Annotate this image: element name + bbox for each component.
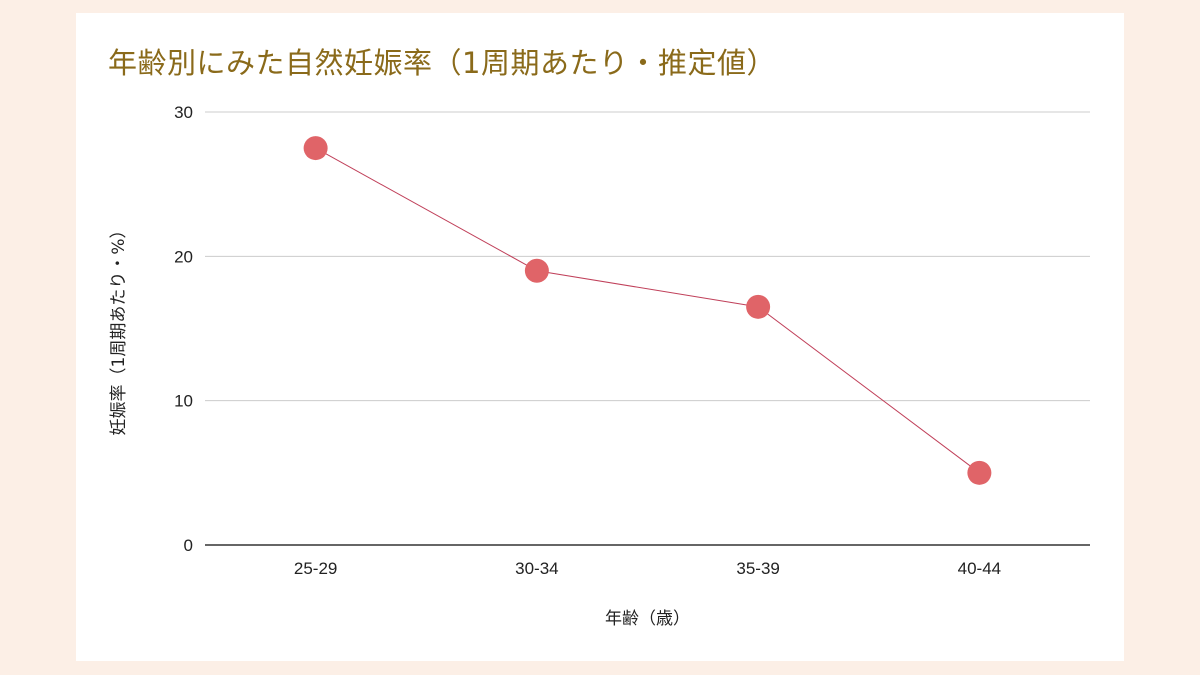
data-point: [524, 258, 549, 283]
x-tick-label: 25-29: [294, 559, 337, 578]
y-tick-label: 30: [174, 103, 193, 122]
y-tick-label: 10: [174, 392, 193, 411]
gridlines: [205, 111, 1090, 402]
data-points: [303, 136, 992, 485]
x-tick-labels: 25-29 30-34 35-39 40-44: [294, 559, 1001, 578]
series-polyline: [315, 147, 980, 474]
series-line: [315, 147, 980, 474]
data-point: [967, 460, 992, 485]
data-point: [303, 136, 328, 161]
chart-title: 年齢別にみた自然妊娠率（1周期あたり・推定値）: [108, 46, 776, 80]
x-tick-label: 30-34: [515, 559, 558, 578]
y-tick-label: 20: [174, 247, 193, 266]
chart-card: [76, 13, 1124, 661]
x-tick-label: 35-39: [736, 559, 779, 578]
y-tick-label: 0: [184, 536, 193, 555]
y-axis-title: 妊娠率（1周期あたり・%）: [109, 222, 129, 436]
y-tick-labels: 0 10 20 30: [174, 103, 193, 555]
data-point: [746, 294, 771, 319]
x-tick-label: 40-44: [958, 559, 1001, 578]
x-axis-title: 年齢（歳）: [605, 609, 690, 629]
